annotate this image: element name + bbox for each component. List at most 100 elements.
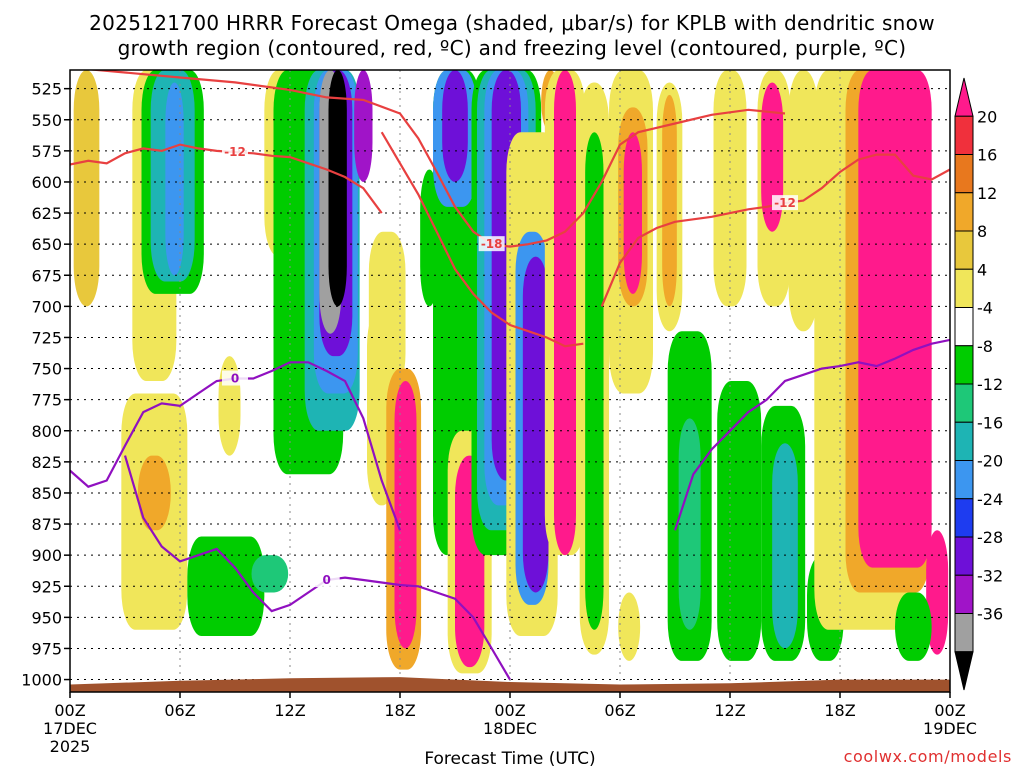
terrain-layer — [70, 677, 950, 692]
colorbar-arrow-top — [954, 77, 974, 117]
contour-label-bg — [478, 236, 505, 252]
x-tick-label: 18Z — [824, 701, 855, 720]
x-tick-label: 12Z — [274, 701, 305, 720]
x-tick-date: 17DEC — [43, 719, 97, 738]
y-tick-label-800: 800 — [31, 422, 62, 441]
y-tick-label-925: 925 — [31, 577, 62, 596]
y-tick-label-600: 600 — [31, 173, 62, 192]
colorbar-swatch-4 — [954, 230, 974, 270]
x-axis-label: Forecast Time (UTC) — [424, 749, 595, 768]
colorbar-label-16: 16 — [977, 146, 997, 165]
grid-lines — [70, 70, 950, 692]
y-tick-label-975: 975 — [31, 639, 62, 658]
y-tick-label-700: 700 — [31, 297, 62, 316]
omega-pink-band-18z — [394, 381, 417, 649]
colorbar-label-20: 20 — [977, 107, 997, 126]
colorbar-swatch-3 — [954, 192, 974, 232]
colorbar-label--12: -12 — [977, 375, 1003, 394]
colorbar-label--8: -8 — [977, 337, 993, 356]
omega-teal-band-39z — [772, 443, 798, 649]
x-tick-label: 06Z — [164, 701, 195, 720]
omega-yellow-strip-left — [73, 70, 100, 307]
chart-title-line2: growth region (contoured, red, ºC) and f… — [118, 36, 907, 60]
colorbar-label--36: -36 — [977, 605, 1003, 624]
x-tick-year: 2025 — [50, 737, 91, 756]
colorbar-label--16: -16 — [977, 413, 1003, 432]
contour-label-bg — [222, 370, 248, 386]
y-tick-label-850: 850 — [31, 484, 62, 503]
contour-layer: -18 -12 -12 0 0 — [70, 70, 950, 681]
y-tick-label-650: 650 — [31, 235, 62, 254]
colorbar-swatch-7 — [954, 345, 974, 385]
y-tick-label-875: 875 — [31, 515, 62, 534]
colorbar-label-12: 12 — [977, 184, 997, 203]
y-tick-label-625: 625 — [31, 204, 62, 223]
omega-green-band-29z — [585, 132, 604, 630]
omega-orange-band-33z — [662, 94, 677, 307]
omega-teal-lower-11z — [251, 555, 289, 593]
x-tick-label: 00Z — [494, 701, 525, 720]
contour-label-freezing-level-0-lower: 0 — [322, 573, 330, 587]
colorbar-label--32: -32 — [977, 566, 1003, 585]
contour-dgz--18-lower — [380, 131, 584, 348]
x-tick-label: 06Z — [604, 701, 635, 720]
omega-purple-upper-16z — [354, 70, 373, 182]
y-axis: 525 550 575 600 625 650 675 700 725 750 775 800 825 8… — [21, 80, 70, 690]
omega-pink-lower-47z — [926, 530, 949, 655]
colorbar-label--4: -4 — [977, 299, 993, 318]
colorbar: 20 16 12 8 4 -4 -8 -12 -16 -20 -24 -28 -32 -36 — [954, 77, 1003, 691]
omega-pink-band-31z — [623, 132, 642, 294]
x-tick-label: 18Z — [384, 701, 415, 720]
omega-green-band-36z — [717, 381, 762, 661]
contour-label-bg — [222, 144, 248, 160]
colorbar-label-4: 4 — [977, 260, 987, 279]
y-tick-label-775: 775 — [31, 391, 62, 410]
x-tick-date: 18DEC — [483, 719, 537, 738]
y-tick-label-575: 575 — [31, 142, 62, 161]
x-tick-label: 12Z — [714, 701, 745, 720]
x-tick-label: 00Z — [934, 701, 965, 720]
omega-yellow-band-36z — [713, 70, 747, 307]
contour-label-bg — [772, 195, 798, 211]
colorbar-label--24: -24 — [977, 490, 1003, 509]
omega-pink-region-45z — [858, 70, 932, 568]
contour-label-dgz--12: -12 — [224, 145, 246, 159]
contour-label-freezing-level-0: 0 — [231, 372, 239, 386]
omega-black-core-14z — [328, 70, 347, 307]
colorbar-label--20: -20 — [977, 452, 1003, 471]
y-tick-label-525: 525 — [31, 80, 62, 99]
y-tick-label-675: 675 — [31, 266, 62, 285]
colorbar-swatch-5 — [954, 268, 974, 308]
colorbar-swatch-11 — [954, 498, 974, 538]
y-tick-label-825: 825 — [31, 453, 62, 472]
colorbar-swatch-12 — [954, 536, 974, 576]
omega-blue-band-06z — [165, 82, 184, 276]
credit-text: coolwx.com/models — [844, 747, 1012, 766]
contour-label-dgz--12-right: -12 — [774, 196, 796, 210]
y-tick-label-950: 950 — [31, 608, 62, 627]
chart-title-line1: 2025121700 HRRR Forecast Omega (shaded, … — [89, 11, 935, 35]
colorbar-label-8: 8 — [977, 222, 987, 241]
contour-label-bg — [313, 572, 340, 588]
omega-yellow-lower-31z — [618, 592, 641, 661]
y-tick-label-1000: 1000 — [21, 671, 62, 690]
omega-teal-band-34z — [678, 418, 701, 630]
omega-purple-upper-21z — [442, 70, 468, 182]
y-tick-label-725: 725 — [31, 328, 62, 347]
contour-freezing-level-0-right — [673, 338, 950, 531]
contour-label-dgz--18: -18 — [481, 237, 503, 251]
omega-yellow-patch-17z-upper — [368, 231, 406, 394]
x-tick-label: 00Z — [54, 701, 85, 720]
omega-green-lower-46z — [895, 592, 932, 661]
omega-purple-lower-25z — [522, 256, 549, 593]
x-tick-date: 19DEC — [923, 719, 977, 738]
colorbar-swatch-2 — [954, 154, 974, 194]
colorbar-swatch-10 — [954, 460, 974, 500]
colorbar-swatch-9 — [954, 421, 974, 461]
terrain-surface — [70, 677, 950, 692]
y-tick-label-900: 900 — [31, 546, 62, 565]
colorbar-swatch-6 — [954, 307, 974, 347]
y-tick-label-750: 750 — [31, 360, 62, 379]
